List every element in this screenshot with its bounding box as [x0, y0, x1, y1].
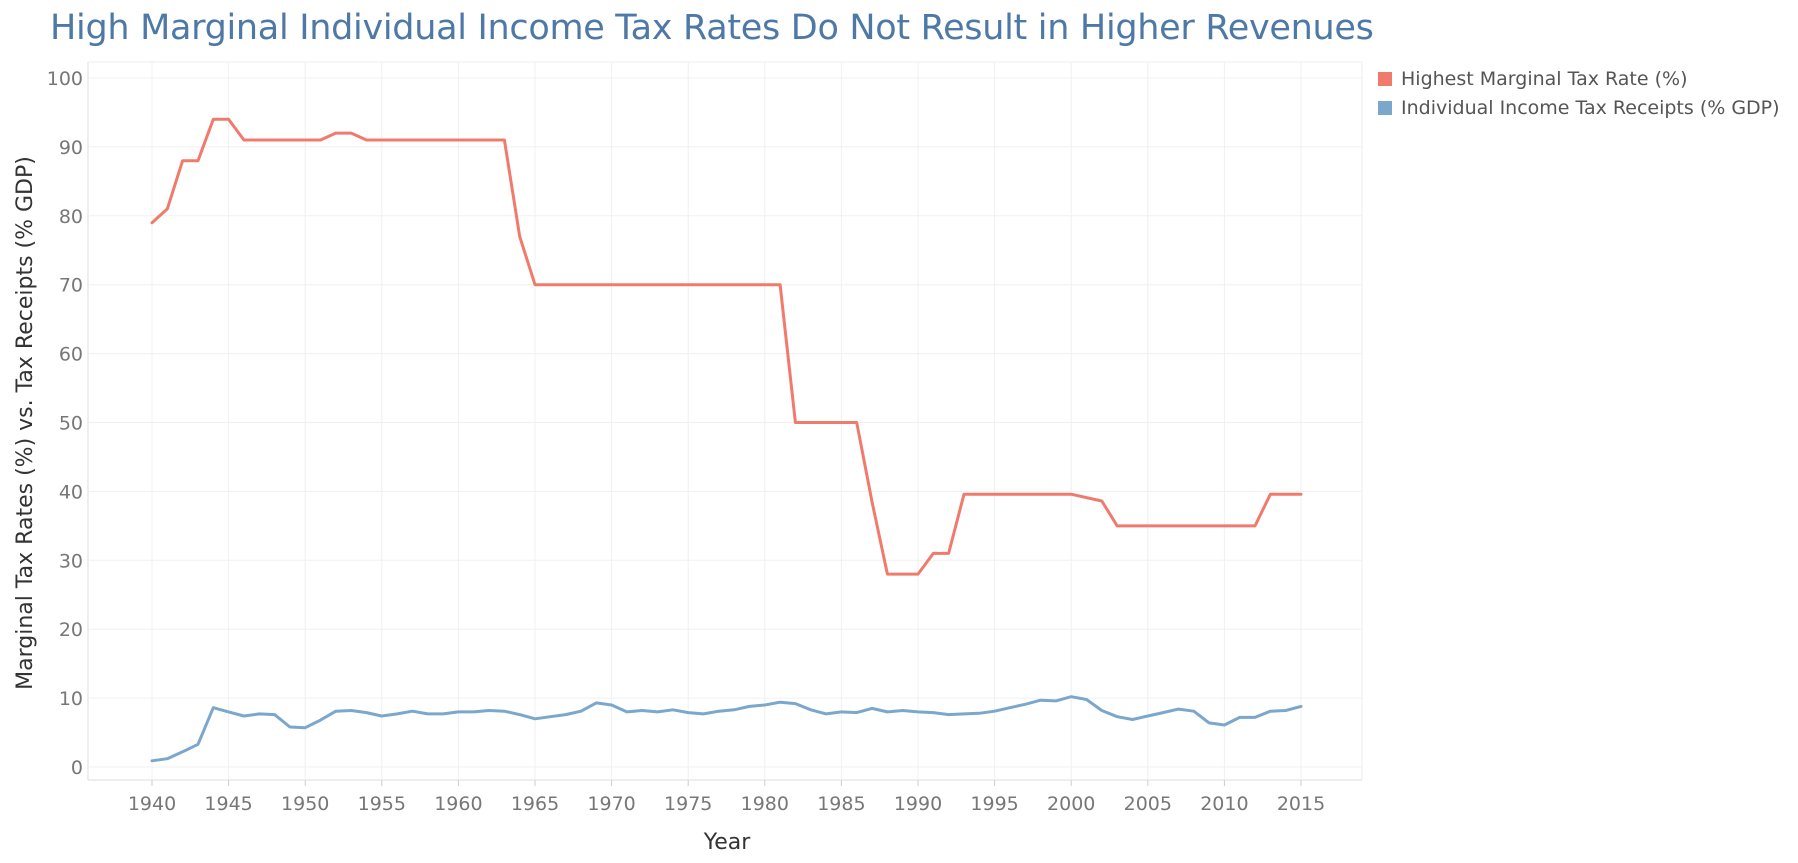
x-tick-label: 2015 — [1277, 793, 1325, 815]
x-axis-title: Year — [703, 830, 752, 855]
y-tick-label: 70 — [59, 275, 83, 297]
x-tick-label: 2005 — [1124, 793, 1172, 815]
y-axis-ticks: 0 10 20 30 40 50 60 70 80 90 100 — [47, 68, 83, 779]
x-tick-label: 1975 — [664, 793, 712, 815]
y-tick-label: 20 — [59, 619, 83, 641]
y-tick-label: 50 — [59, 413, 83, 435]
legend: Highest Marginal Tax Rate (%) Individual… — [1378, 64, 1780, 122]
y-axis-title: Marginal Tax Rates (%) vs. Tax Receipts … — [13, 156, 38, 690]
series-line-1 — [150, 695, 1303, 763]
y-tick-label: 0 — [71, 757, 83, 779]
x-tick-label: 1955 — [358, 793, 406, 815]
x-tick-label: 2010 — [1200, 793, 1248, 815]
legend-swatch — [1378, 100, 1392, 115]
y-tick-label: 80 — [59, 206, 83, 228]
legend-label: Individual Income Tax Receipts (% GDP) — [1401, 96, 1780, 119]
x-tick-label: 1965 — [511, 793, 559, 815]
y-tick-label: 60 — [59, 344, 83, 366]
x-tick-label: 1945 — [204, 793, 252, 815]
x-tick-label: 1995 — [970, 793, 1018, 815]
legend-swatch — [1378, 71, 1392, 86]
legend-label: Highest Marginal Tax Rate (%) — [1401, 67, 1688, 90]
x-tick-label: 2000 — [1047, 793, 1095, 815]
x-tick-label: 1980 — [741, 793, 789, 815]
x-tick-label: 1985 — [817, 793, 865, 815]
x-axis-ticks: 1940 1945 1950 1955 1960 1965 1970 1975 1980 1985… — [128, 780, 1325, 815]
gridlines — [87, 61, 1363, 781]
x-tick-label: 1940 — [128, 793, 176, 815]
x-tick-label: 1960 — [434, 793, 482, 815]
legend-item-highest-marginal-tax-rate[interactable]: Highest Marginal Tax Rate (%) — [1378, 64, 1780, 93]
y-tick-label: 90 — [59, 137, 83, 159]
series-lines — [150, 117, 1303, 763]
y-tick-label: 40 — [59, 481, 83, 503]
x-tick-label: 1950 — [281, 793, 329, 815]
legend-item-income-tax-receipts[interactable]: Individual Income Tax Receipts (% GDP) — [1378, 93, 1780, 122]
chart-title: High Marginal Individual Income Tax Rate… — [50, 8, 1374, 48]
y-tick-label: 10 — [59, 688, 83, 710]
x-tick-label: 1990 — [894, 793, 942, 815]
y-tick-label: 100 — [47, 68, 83, 90]
series-line-0 — [150, 117, 1303, 576]
y-tick-label: 30 — [59, 550, 83, 572]
x-tick-label: 1970 — [587, 793, 635, 815]
